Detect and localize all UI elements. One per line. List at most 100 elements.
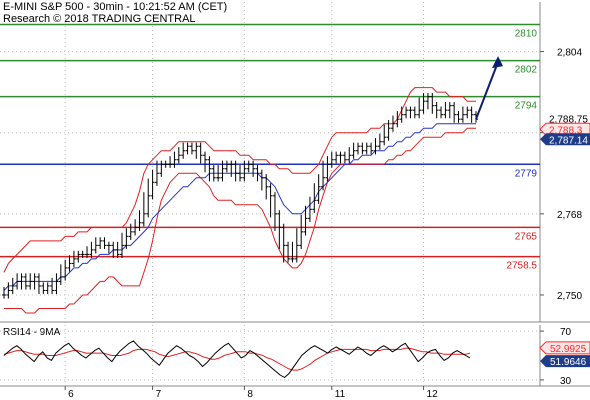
- price-bar: [299, 214, 304, 249]
- price-bar: [85, 246, 90, 258]
- price-bar: [360, 142, 365, 155]
- price-tag-blue: 2,787.14: [540, 133, 590, 146]
- price-bar: [15, 273, 20, 290]
- price-bar: [425, 93, 430, 110]
- rsi-tag-label: 51.9646: [550, 357, 587, 368]
- price-bar: [28, 273, 33, 290]
- x-axis-ticks: 6 7 8 11 12: [64, 386, 439, 400]
- price-bar: [194, 142, 199, 159]
- price-bar: [32, 273, 37, 290]
- rsi-tick-label: 30: [560, 376, 572, 387]
- projection-arrow-head: [492, 56, 503, 69]
- price-bar: [76, 250, 81, 263]
- price-bar: [412, 106, 417, 119]
- rsi-panel-title: RSI14 - 9MA: [3, 327, 61, 338]
- price-bar: [93, 237, 98, 254]
- price-tag-dark: 2,788.75: [549, 114, 588, 125]
- price-bar: [312, 183, 317, 213]
- projection-arrow: [475, 56, 503, 120]
- rsi-tag-label: 52.9925: [550, 344, 587, 355]
- price-bar: [452, 102, 457, 123]
- rsi-ma-line: [3, 347, 471, 371]
- price-bar: [238, 165, 242, 182]
- lower-band-line: [4, 127, 476, 314]
- level-label-2758.5: 2758.5: [506, 261, 537, 272]
- price-bar: [67, 255, 72, 272]
- price-bar: [281, 223, 286, 263]
- level-label-2779: 2779: [515, 168, 538, 179]
- price-bar: [390, 115, 395, 132]
- price-bar: [356, 142, 360, 155]
- chart-title: E-MINI S&P 500 - 30min - 10:21:52 AM (CE…: [3, 1, 228, 13]
- price-bar: [342, 151, 347, 164]
- rsi-lines: [3, 340, 471, 378]
- price-bar: [417, 97, 422, 119]
- level-label-2802: 2802: [515, 65, 538, 76]
- price-bar: [89, 241, 94, 258]
- price-bar: [255, 165, 260, 182]
- price-bar: [321, 160, 326, 191]
- price-bar: [303, 205, 308, 236]
- price-bar: [141, 192, 146, 227]
- price-bar: [456, 111, 461, 123]
- price-bar: [181, 142, 186, 159]
- price-bar: [150, 169, 155, 200]
- rsi-tick-label: 70: [560, 327, 572, 338]
- price-bar: [137, 210, 142, 231]
- price-bar: [277, 210, 282, 249]
- price-bar: [63, 259, 68, 281]
- price-bar: [163, 160, 168, 168]
- price-bar: [307, 196, 312, 222]
- rsi-value-tags: 52.9925 51.9646: [539, 341, 590, 368]
- price-bar: [120, 232, 124, 258]
- price-bar: [224, 160, 229, 173]
- y-tick-label: 2,750: [557, 291, 582, 302]
- price-bar: [6, 282, 11, 299]
- key-levels: 2810 2802 2794 2779 2765 2758.5: [0, 23, 540, 272]
- rsi-tag-background: [540, 355, 590, 368]
- price-bar: [421, 93, 426, 114]
- price-bar: [203, 151, 208, 173]
- price-bar: [443, 102, 448, 119]
- x-tick-label: 12: [427, 389, 439, 400]
- price-bar: [36, 273, 41, 295]
- price-bar: [264, 174, 269, 200]
- price-bar: [102, 237, 107, 249]
- price-bar: [430, 93, 435, 114]
- price-bar: [128, 223, 133, 240]
- price-bar: [364, 142, 369, 155]
- price-bar: [229, 160, 234, 177]
- price-bar: [246, 160, 251, 173]
- level-label-2794: 2794: [515, 101, 538, 112]
- price-bar: [115, 241, 120, 258]
- rsi-y-axis-ticks: 70 30: [540, 327, 572, 387]
- price-bar: [373, 138, 378, 155]
- price-bar: [268, 183, 273, 218]
- price-bar: [447, 102, 452, 119]
- price-bar: [71, 250, 76, 268]
- price-bar: [465, 106, 470, 119]
- price-bar: [434, 102, 439, 119]
- price-bar: [399, 106, 404, 123]
- price-bar: [272, 192, 277, 231]
- price-bar: [439, 106, 444, 119]
- price-bar: [10, 277, 15, 295]
- x-tick-label: 7: [156, 389, 162, 400]
- price-tags: 2,788.752,788.32,787.14: [539, 114, 590, 146]
- price-bar: [189, 142, 194, 155]
- price-bar: [290, 241, 295, 263]
- price-bar: [325, 156, 330, 182]
- price-bar: [98, 237, 103, 249]
- price-bars: [2, 93, 478, 299]
- price-bar: [168, 156, 173, 168]
- x-tick-label: 11: [335, 389, 346, 400]
- price-bar: [233, 160, 238, 182]
- price-bar: [294, 228, 299, 263]
- price-bar: [382, 124, 387, 146]
- price-bar: [338, 151, 343, 164]
- price-bar: [106, 241, 111, 254]
- price-bar: [2, 286, 6, 299]
- price-tag-label: 2,788.75: [549, 114, 588, 125]
